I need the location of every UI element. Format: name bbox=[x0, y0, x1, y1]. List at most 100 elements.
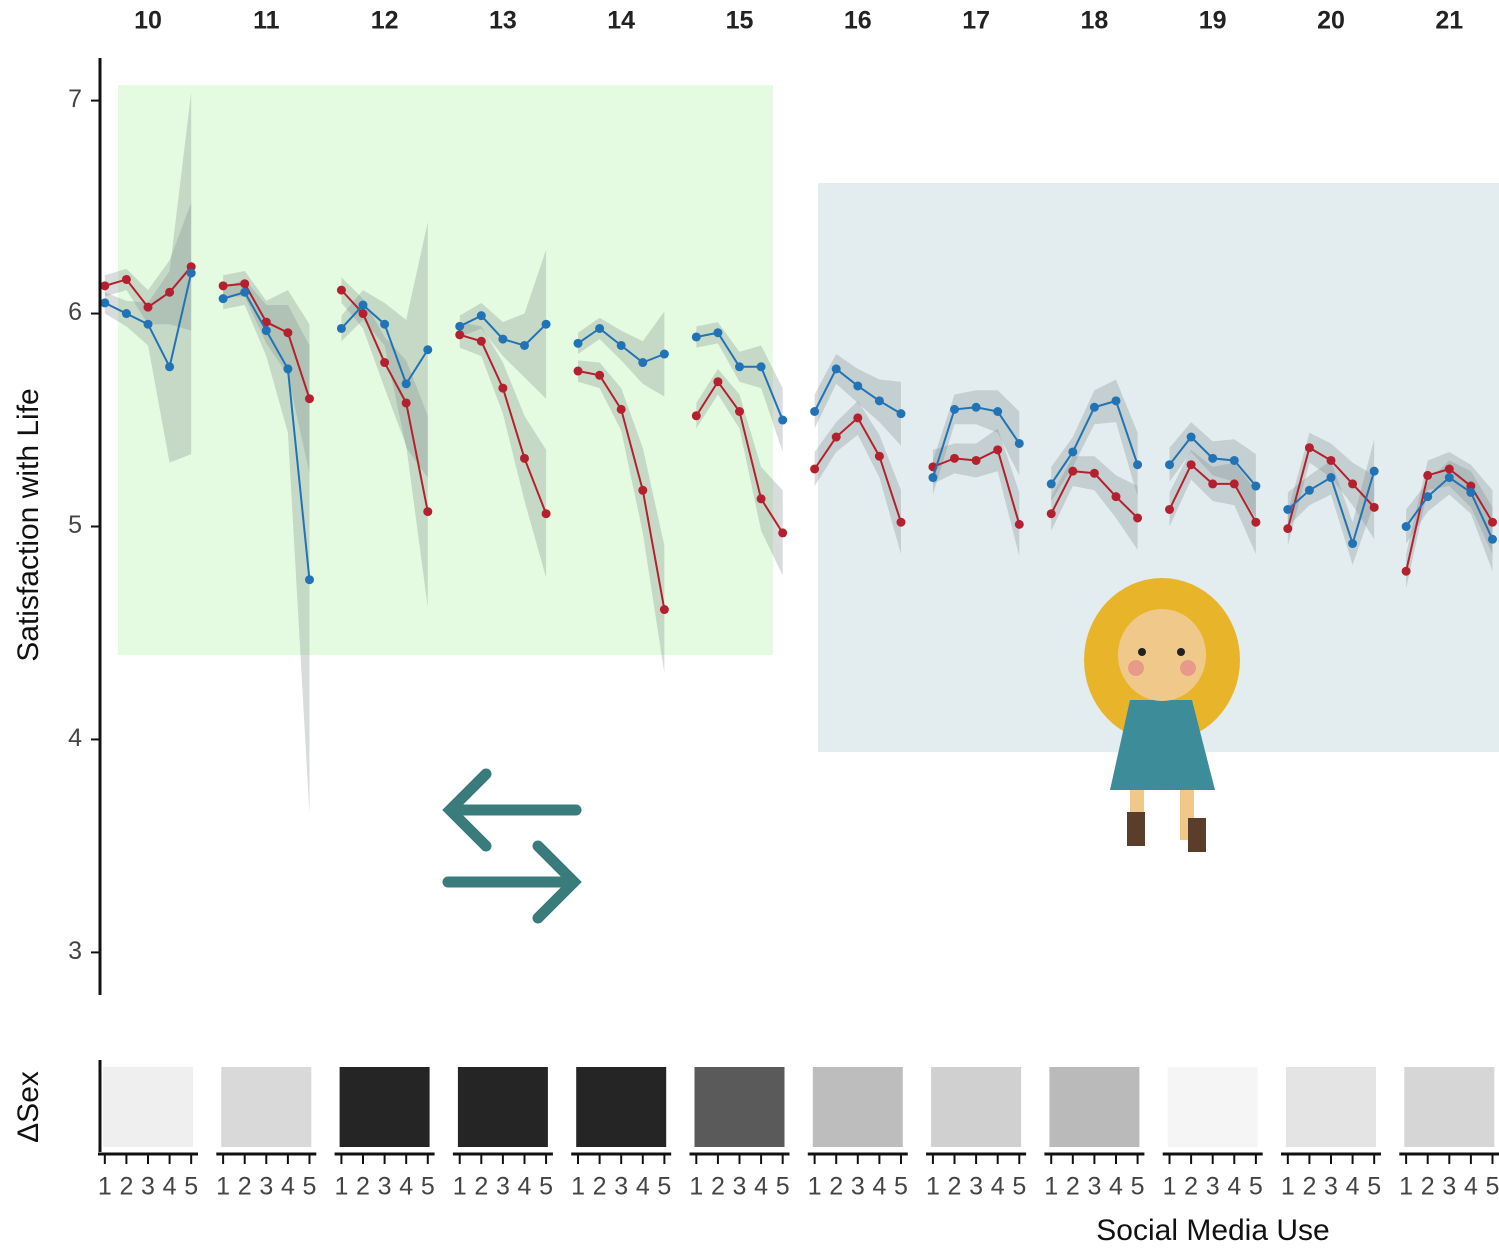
point bbox=[617, 405, 626, 414]
x-tick-label: 4 bbox=[1346, 1173, 1360, 1201]
x-tick-label: 2 bbox=[1066, 1173, 1080, 1201]
point bbox=[1090, 403, 1099, 412]
point bbox=[1327, 473, 1336, 482]
y-tick-label: 3 bbox=[68, 937, 82, 965]
x-tick-label: 4 bbox=[991, 1173, 1005, 1201]
x-tick-label: 5 bbox=[776, 1173, 790, 1201]
point bbox=[972, 403, 981, 412]
point bbox=[778, 416, 787, 425]
x-tick-label: 1 bbox=[1399, 1173, 1413, 1201]
x-tick-label: 1 bbox=[926, 1173, 940, 1201]
point bbox=[1283, 505, 1292, 514]
point bbox=[1402, 522, 1411, 531]
facet-label: 18 bbox=[1080, 7, 1108, 35]
point bbox=[993, 407, 1002, 416]
point bbox=[896, 409, 905, 418]
point bbox=[928, 473, 937, 482]
point bbox=[144, 320, 153, 329]
y-tick-label: 4 bbox=[68, 724, 82, 752]
x-tick-label: 4 bbox=[872, 1173, 886, 1201]
point bbox=[735, 362, 744, 371]
point bbox=[853, 381, 862, 390]
x-tick-label: 1 bbox=[334, 1173, 348, 1201]
x-tick-label: 1 bbox=[808, 1173, 822, 1201]
y-tick-label: 6 bbox=[68, 298, 82, 326]
x-tick-label: 5 bbox=[1012, 1173, 1026, 1201]
x-tick-label: 2 bbox=[1421, 1173, 1435, 1201]
point bbox=[1068, 447, 1077, 456]
point bbox=[1370, 467, 1379, 476]
x-tick-label: 2 bbox=[356, 1173, 370, 1201]
x-tick-label: 2 bbox=[474, 1173, 488, 1201]
point bbox=[778, 528, 787, 537]
point bbox=[1251, 518, 1260, 527]
point bbox=[853, 413, 862, 422]
point bbox=[595, 371, 604, 380]
point bbox=[1047, 479, 1056, 488]
delta-sex-tile bbox=[576, 1067, 666, 1147]
point bbox=[1423, 492, 1432, 501]
point bbox=[1327, 456, 1336, 465]
point bbox=[692, 411, 701, 420]
delta-sex-tile bbox=[813, 1067, 903, 1147]
x-tick-label: 2 bbox=[948, 1173, 962, 1201]
point bbox=[337, 324, 346, 333]
point bbox=[402, 398, 411, 407]
point bbox=[498, 384, 507, 393]
point bbox=[122, 309, 131, 318]
delta-sex-tile bbox=[1168, 1067, 1258, 1147]
point bbox=[1466, 488, 1475, 497]
point bbox=[477, 337, 486, 346]
x-tick-label: 1 bbox=[453, 1173, 467, 1201]
point bbox=[617, 341, 626, 350]
point bbox=[810, 465, 819, 474]
x-tick-label: 4 bbox=[1464, 1173, 1478, 1201]
delta-sex-tile bbox=[695, 1067, 785, 1147]
x-tick-label: 5 bbox=[1486, 1173, 1499, 1201]
delta-sex-tile bbox=[458, 1067, 548, 1147]
point bbox=[240, 288, 249, 297]
point bbox=[455, 322, 464, 331]
x-tick-label: 1 bbox=[1281, 1173, 1295, 1201]
delta-sex-tile bbox=[1286, 1067, 1376, 1147]
point bbox=[477, 311, 486, 320]
point bbox=[1165, 460, 1174, 469]
x-tick-label: 1 bbox=[1163, 1173, 1177, 1201]
x-tick-label: 5 bbox=[421, 1173, 435, 1201]
y-tick-label: 5 bbox=[68, 511, 82, 539]
facet-label: 13 bbox=[489, 7, 517, 35]
point bbox=[757, 362, 766, 371]
point bbox=[1251, 482, 1260, 491]
x-tick-label: 4 bbox=[518, 1173, 532, 1201]
point bbox=[144, 303, 153, 312]
point bbox=[660, 605, 669, 614]
x-tick-label: 5 bbox=[657, 1173, 671, 1201]
facet-label: 15 bbox=[726, 7, 754, 35]
point bbox=[1090, 469, 1099, 478]
point bbox=[713, 377, 722, 386]
point bbox=[638, 358, 647, 367]
point bbox=[219, 294, 228, 303]
x-tick-label: 3 bbox=[614, 1173, 628, 1201]
facet-label: 19 bbox=[1199, 7, 1227, 35]
point bbox=[972, 456, 981, 465]
point bbox=[875, 452, 884, 461]
point bbox=[1047, 509, 1056, 518]
x-tick-label: 4 bbox=[163, 1173, 177, 1201]
point bbox=[305, 575, 314, 584]
point bbox=[595, 324, 604, 333]
facet-label: 14 bbox=[607, 7, 635, 35]
x-tick-label: 5 bbox=[1249, 1173, 1263, 1201]
x-tick-label: 1 bbox=[98, 1173, 112, 1201]
point bbox=[122, 275, 131, 284]
facet-label: 16 bbox=[844, 7, 872, 35]
page: {"chart_data": { "type": "line", "y_labe… bbox=[0, 0, 1499, 1252]
point bbox=[692, 332, 701, 341]
point bbox=[1348, 539, 1357, 548]
point bbox=[1305, 486, 1314, 495]
point bbox=[240, 279, 249, 288]
point bbox=[219, 281, 228, 290]
point bbox=[875, 396, 884, 405]
x-tick-label: 1 bbox=[216, 1173, 230, 1201]
point bbox=[1445, 465, 1454, 474]
